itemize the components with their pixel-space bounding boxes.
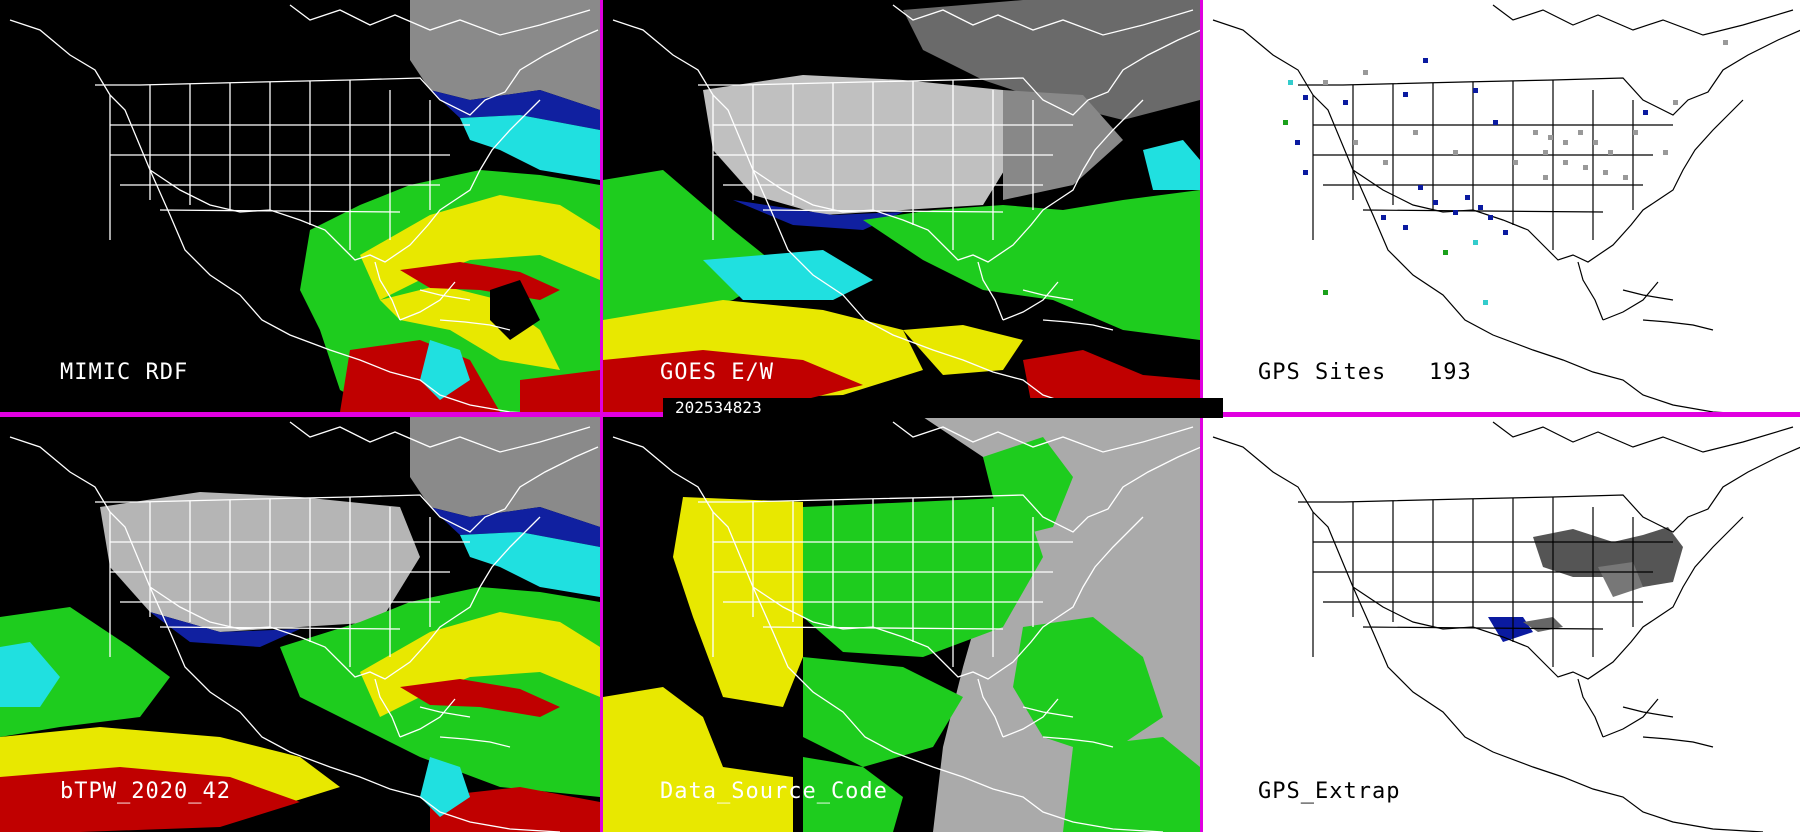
map-mimic-rdf [0,0,600,412]
gps-site-markers-blue [1295,58,1648,235]
gps-site-markers-gray [1323,40,1728,180]
timestamp: 202534823 [675,398,762,417]
panel-label: Data_Source_Code [660,779,888,804]
panel-btpw: bTPW_2020_42 [0,417,600,832]
panel-label: GOES E/W [660,360,774,385]
panel-gps-sites: GPS Sites 193 [1203,0,1800,412]
map-goes [603,0,1200,412]
gps-sites-count: 193 [1428,360,1472,385]
map-btpw [0,417,600,832]
panel-goes: GOES E/W [603,0,1200,412]
map-gps-sites [1203,0,1800,412]
panel-label: bTPW_2020_42 [60,779,231,804]
panel-label: GPS Sites 193 [1258,360,1472,385]
map-data-source [603,417,1200,832]
timestamp-bar: 202534823 [663,398,1223,418]
panel-data-source: Data_Source_Code [603,417,1200,832]
panel-gps-extrap: GPS_Extrap [1203,417,1800,832]
map-gps-extrap [1203,417,1800,832]
panel-label: MIMIC RDF [60,360,189,385]
gps-sites-label: GPS Sites [1258,360,1387,385]
panel-label: GPS_Extrap [1258,779,1401,804]
panel-mimic-rdf: MIMIC RDF [0,0,600,412]
